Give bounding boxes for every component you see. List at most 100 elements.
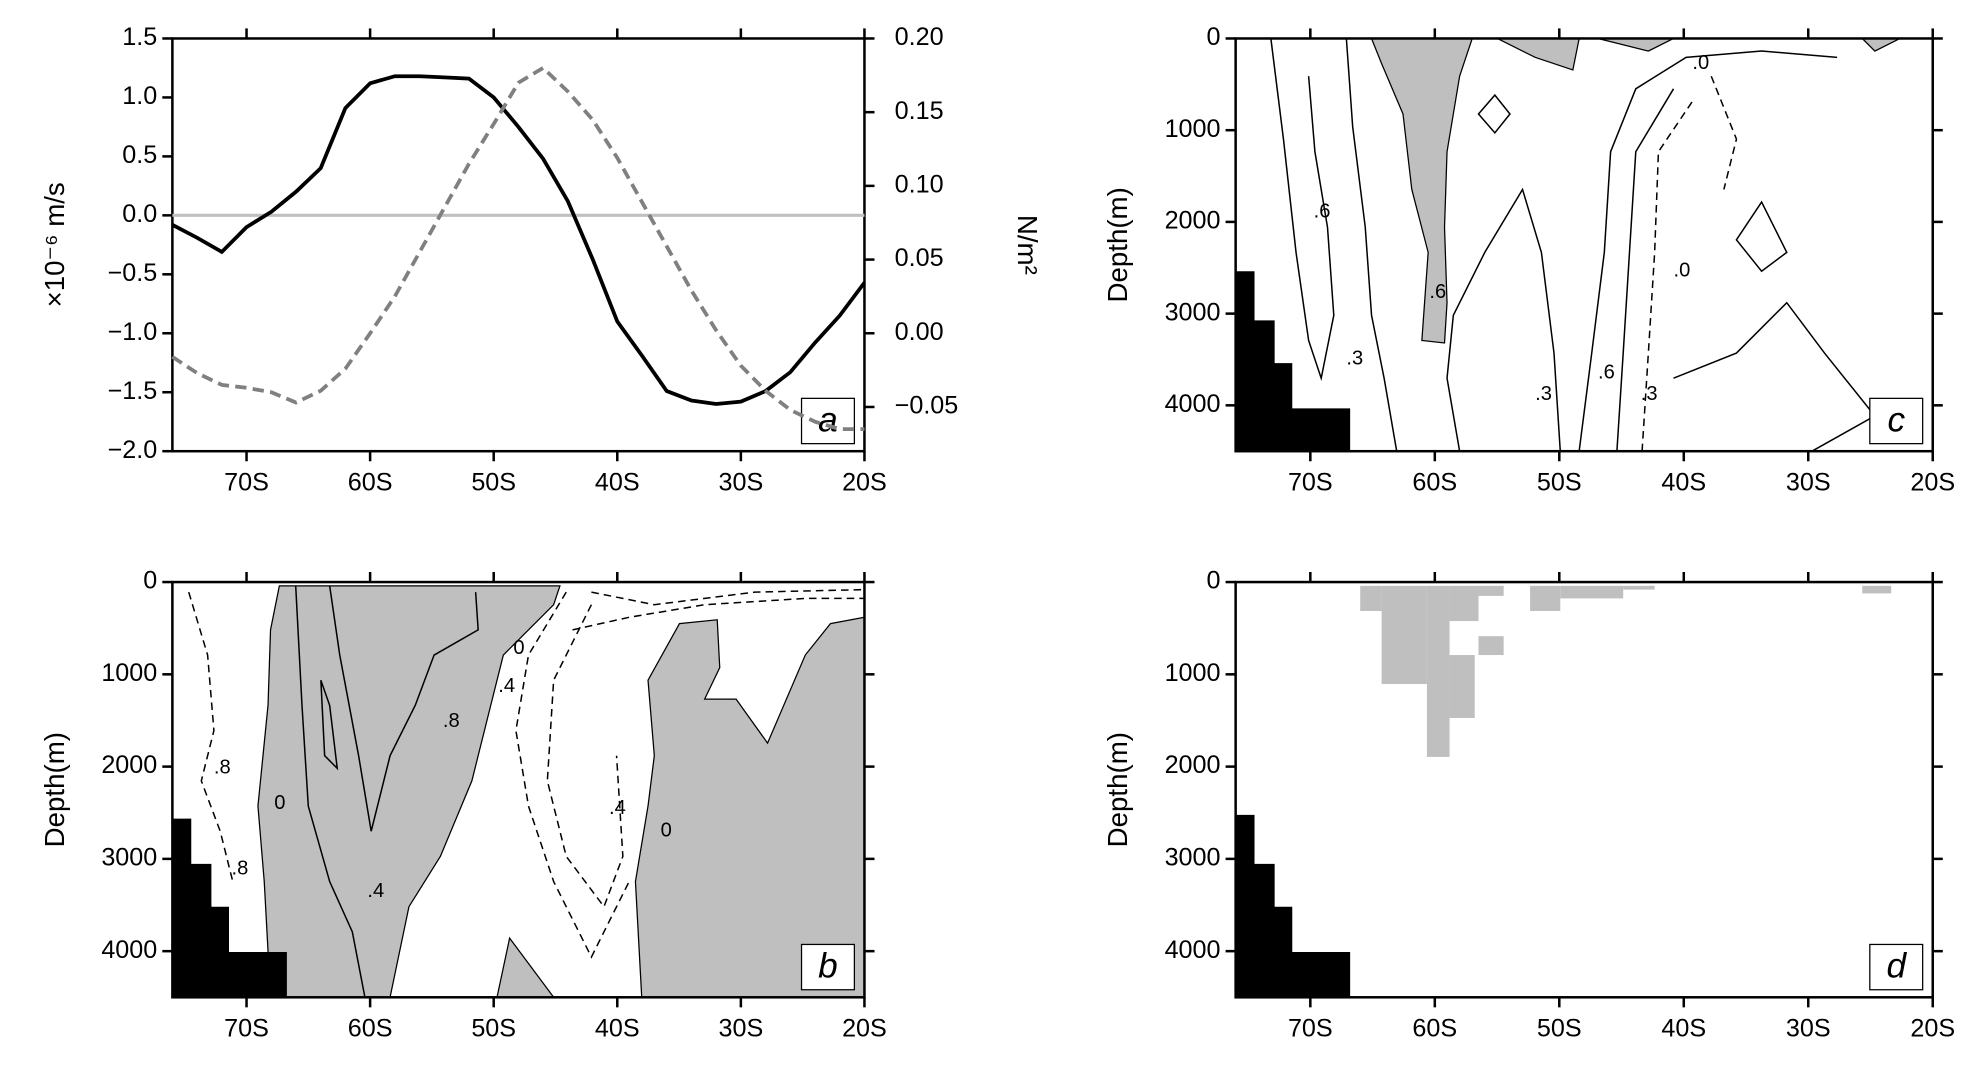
panel-c-fields [1235,37,1901,452]
y-tick-label: 2000 [101,751,157,779]
contour-label: .8 [214,757,231,779]
x-tick-label: 50S [471,469,516,497]
shaded-region [1478,636,1504,656]
y-tick-label: 1000 [101,659,157,687]
x-tick-label: 70S [224,1015,269,1043]
y2-tick-label: 0.15 [895,97,944,125]
x-tick-label: 30S [718,469,763,497]
panel-label-box [1869,943,1924,991]
shaded-region [496,936,555,998]
contour-label: .0 [1692,52,1709,74]
y-tick-label: 0 [1207,23,1221,51]
y-tick-label: 2000 [1165,751,1221,779]
x-tick-label: 60S [1412,1015,1457,1043]
x-tick-label: 20S [1910,1015,1955,1043]
contour-label: .3 [1346,348,1363,370]
y-tick-label: 1.5 [122,23,157,51]
contour-line [1710,75,1738,190]
x-tick-label: 60S [1412,469,1457,497]
shaded-region [1370,37,1474,344]
y-tick-label: 4000 [1165,936,1221,964]
panel-label: c [1887,401,1905,440]
contour-label: .4 [498,675,515,697]
contour-label: 0 [513,637,524,659]
y2-axis-label: N/m² [1012,215,1043,275]
panel-b-fields [172,585,866,998]
contour-line [1673,301,1876,452]
contour-label: .8 [443,710,460,732]
x-tick-label: 40S [595,469,640,497]
x-tick-label: 50S [1537,469,1582,497]
x-tick-label: 20S [842,469,887,497]
shaded-region [1862,585,1892,594]
panel-label: b [818,947,838,986]
x-tick-label: 20S [842,1015,887,1043]
y-tick-label: 3000 [1165,298,1221,326]
contour-line [515,591,630,959]
shaded-region [257,585,561,998]
y-axis-label: Depth(m) [1102,732,1133,847]
x-tick-label: 40S [1661,469,1706,497]
panel-label: a [818,401,838,440]
shaded-region [1449,655,1475,718]
y-tick-label: 4000 [1165,390,1221,418]
contour-label: .4 [609,797,626,819]
data-line [171,74,866,406]
y2-tick-label: 0.05 [895,244,944,272]
contour-line [328,585,479,832]
x-tick-label: 70S [224,469,269,497]
shaded-region [1478,585,1504,596]
y-tick-label: −1.5 [108,377,158,405]
y-axis-label: Depth(m) [39,732,70,847]
contour-line [294,585,366,998]
y-tick-label: 1000 [1165,115,1221,143]
shaded-region [1360,585,1382,611]
contour-line [572,597,865,631]
y-tick-label: −1.0 [108,318,158,346]
contour-line [188,591,234,882]
topography [1235,814,1351,998]
contour-line [1735,200,1788,273]
contour-line [546,604,624,909]
contour-line [1345,38,1398,452]
y-tick-label: 0 [1207,567,1221,595]
contour-labels: .8 0 .4 .8 0 .4 .8 0 .4 .0 .6 .3 .6 .3 .… [214,52,1709,902]
y-axis-label: ×10⁻⁶ m/s [39,182,70,307]
y-tick-label: 3000 [101,844,157,872]
shaded-region [1560,585,1624,599]
contour-label: .0 [1674,260,1691,282]
y-tick-label: 3000 [1165,844,1221,872]
x-tick-label: 30S [1786,1015,1831,1043]
shaded-region [1381,585,1427,684]
panel-d-fields [1235,585,1892,998]
x-tick-label: 50S [471,1015,516,1043]
x-tick-label: 30S [718,1015,763,1043]
y2-tick-label: 0.10 [895,171,944,199]
x-tick-label: 50S [1537,1015,1582,1043]
x-tick-label: 30S [1786,469,1831,497]
plot-frame [171,37,866,453]
data-line [171,65,865,431]
contour-label: .3 [1535,383,1552,405]
y-tick-label: 1.0 [122,82,157,110]
contour-line [1616,88,1675,452]
contour-label: .6 [1429,281,1446,303]
x-tick-label: 70S [1288,469,1333,497]
shaded-region [1530,585,1561,611]
plot-frame [1234,37,1934,453]
shaded-region [1860,37,1901,52]
y-axis-label: Depth(m) [1102,187,1133,302]
contour-label: .3 [1641,383,1658,405]
panel-label-box [800,943,856,991]
x-tick-label: 60S [348,469,393,497]
contour-line [1270,38,1335,382]
panel-label: d [1886,947,1907,986]
y-tick-label: 4000 [101,936,157,964]
shaded-region [1623,585,1655,590]
plot-frame [171,580,866,999]
x-tick-label: 20S [1910,469,1955,497]
x-tick-label: 40S [1661,1015,1706,1043]
contour-line [1477,93,1511,135]
y-tick-label: −2.0 [108,436,158,464]
